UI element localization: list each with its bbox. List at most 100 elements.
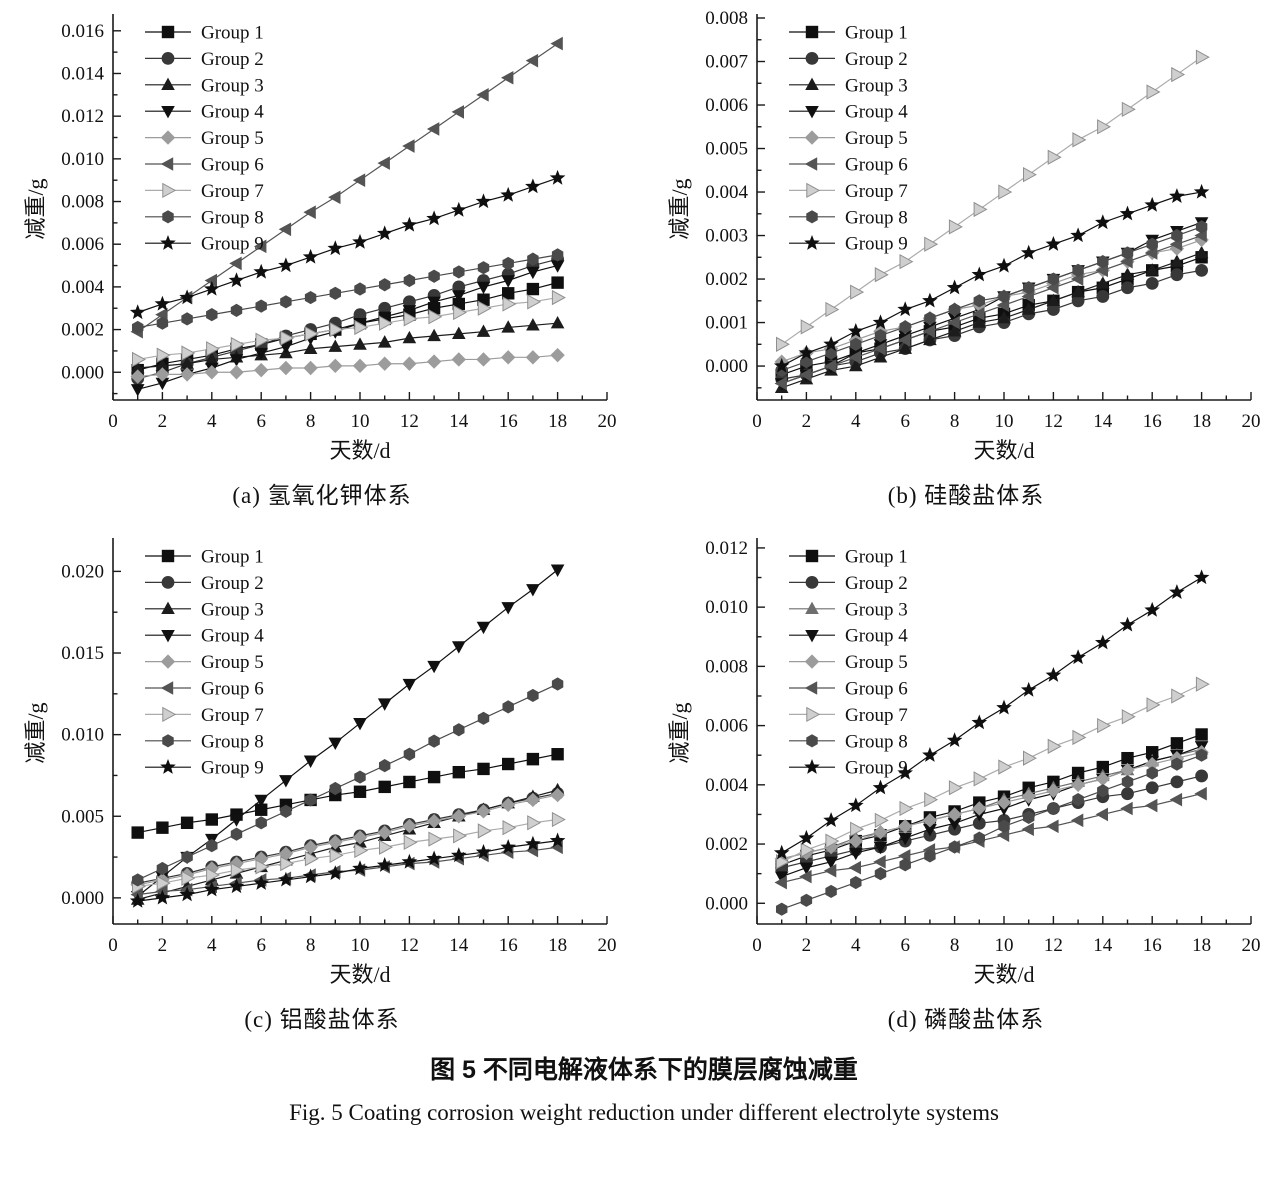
svg-text:0.003: 0.003	[705, 226, 748, 247]
svg-text:Group 8: Group 8	[201, 731, 264, 752]
legend-item-group-9: Group 9	[789, 758, 908, 779]
svg-text:6: 6	[256, 411, 266, 432]
legend-item-group-2: Group 2	[789, 49, 908, 70]
svg-text:12: 12	[1044, 935, 1063, 956]
svg-text:0.010: 0.010	[705, 597, 748, 618]
svg-text:8: 8	[306, 411, 316, 432]
legend: Group 1 Group 2 Group 3 Group 4 Group 5 Group…	[789, 23, 908, 255]
series-group-5	[774, 745, 1209, 867]
svg-text:Group 2: Group 2	[845, 573, 908, 594]
legend-item-group-7: Group 7	[789, 181, 908, 202]
legend-item-group-4: Group 4	[789, 626, 908, 647]
x-axis-label: 天数/d	[973, 962, 1034, 987]
svg-text:Group 8: Group 8	[845, 731, 908, 752]
svg-text:0.012: 0.012	[61, 106, 104, 127]
chart-d-canvas: 0 2 4 6 8 10 12 14 16 18 200.0000.0020.0040.0060.0…	[667, 538, 1261, 987]
figure-caption-en: Fig. 5 Coating corrosion weight reductio…	[289, 1100, 999, 1125]
svg-text:Group 2: Group 2	[845, 49, 908, 70]
legend-item-group-5: Group 5	[145, 652, 264, 673]
svg-text:0.006: 0.006	[705, 716, 748, 737]
legend-item-group-5: Group 5	[145, 128, 264, 149]
series-group-7	[776, 676, 1210, 870]
series-group-9	[129, 832, 566, 908]
svg-text:14: 14	[1093, 935, 1113, 956]
legend-item-group-1: Group 1	[145, 23, 264, 44]
svg-text:0.004: 0.004	[705, 775, 748, 796]
svg-text:12: 12	[400, 935, 419, 956]
series-group-2	[775, 263, 1208, 386]
svg-text:0: 0	[108, 935, 118, 956]
series-group-6	[774, 786, 1207, 890]
series-group-8	[775, 220, 1208, 378]
legend-item-group-3: Group 3	[789, 75, 908, 96]
legend-item-group-2: Group 2	[789, 573, 908, 594]
subplot-a: 0 2 4 6 8 10 12 14 16 18 20 0.000 0.002 0.004 0.006 0.0…	[0, 4, 644, 510]
legend-item-group-9: Group 9	[145, 234, 264, 255]
svg-text:Group 4: Group 4	[201, 626, 264, 647]
svg-text:Group 9: Group 9	[845, 758, 908, 779]
svg-text:4: 4	[851, 411, 861, 432]
svg-text:0.000: 0.000	[705, 356, 748, 377]
subplot-a-caption: (a) 氢氧化钾体系	[232, 483, 412, 508]
svg-text:Group 1: Group 1	[201, 547, 264, 568]
y-axis-label: 减重/g	[667, 178, 692, 239]
series-group-9	[129, 169, 566, 320]
legend-item-group-5: Group 5	[789, 128, 908, 149]
legend: Group 1 Group 2 Group 3 Group 4 Group 5 Group…	[145, 23, 264, 255]
svg-text:Group 4: Group 4	[845, 626, 908, 647]
y-axis-label: 减重/g	[23, 702, 48, 763]
svg-text:Group 4: Group 4	[845, 102, 908, 123]
svg-text:Group 6: Group 6	[201, 679, 264, 700]
series-group-3	[130, 782, 565, 905]
svg-text:10: 10	[995, 411, 1014, 432]
figure: 0 2 4 6 8 10 12 14 16 18 20 0.000 0.002 0.004 0.006 0.0…	[0, 4, 1261, 1125]
series-group-7	[132, 811, 566, 895]
x-axis-label: 天数/d	[329, 438, 390, 463]
svg-text:Group 6: Group 6	[845, 155, 908, 176]
svg-text:0.005: 0.005	[61, 806, 104, 827]
svg-text:0.004: 0.004	[61, 277, 104, 298]
svg-text:0.008: 0.008	[61, 192, 104, 213]
svg-text:Group 5: Group 5	[845, 652, 908, 673]
svg-text:18: 18	[1192, 411, 1211, 432]
svg-text:4: 4	[851, 935, 861, 956]
svg-text:10: 10	[351, 411, 370, 432]
x-axis-ticks: 0 2 4 6 8 10 12 14 16 18 20	[108, 392, 617, 432]
series-group-7	[132, 289, 566, 368]
svg-text:14: 14	[449, 411, 469, 432]
svg-text:0.000: 0.000	[705, 893, 748, 914]
svg-text:20: 20	[1242, 935, 1261, 956]
legend-item-group-4: Group 4	[789, 102, 908, 123]
series-group-9	[773, 569, 1210, 860]
svg-text:2: 2	[158, 411, 168, 432]
series-group-1	[775, 728, 1208, 871]
legend-item-group-7: Group 7	[789, 705, 908, 726]
svg-text:Group 7: Group 7	[201, 181, 264, 202]
svg-text:16: 16	[499, 935, 518, 956]
svg-text:0.020: 0.020	[61, 561, 104, 582]
svg-text:Group 8: Group 8	[201, 207, 264, 228]
legend-item-group-3: Group 3	[789, 599, 908, 620]
legend-item-group-8: Group 8	[145, 207, 264, 228]
svg-text:Group 2: Group 2	[201, 49, 264, 70]
legend-item-group-2: Group 2	[145, 49, 264, 70]
x-axis-ticks: 0 2 4 6 8 10 12 14 16 18 20	[752, 916, 1261, 956]
svg-text:Group 9: Group 9	[845, 234, 908, 255]
legend-item-group-3: Group 3	[145, 75, 264, 96]
legend-item-group-9: Group 9	[789, 234, 908, 255]
svg-text:14: 14	[449, 935, 469, 956]
svg-text:Group 3: Group 3	[845, 75, 908, 96]
svg-text:0.001: 0.001	[705, 313, 748, 334]
svg-text:0.000: 0.000	[61, 362, 104, 383]
subplot-c-caption: (c) 铝酸盐体系	[244, 1007, 400, 1032]
svg-text:0.002: 0.002	[61, 320, 104, 341]
svg-text:2: 2	[802, 411, 812, 432]
legend-item-group-1: Group 1	[789, 547, 908, 568]
svg-text:0.014: 0.014	[61, 63, 104, 84]
legend-item-group-8: Group 8	[789, 731, 908, 752]
series-group-7	[776, 49, 1210, 352]
svg-text:Group 3: Group 3	[201, 75, 264, 96]
svg-text:0.002: 0.002	[705, 269, 748, 290]
series-group-4	[774, 741, 1209, 884]
svg-text:12: 12	[400, 411, 419, 432]
